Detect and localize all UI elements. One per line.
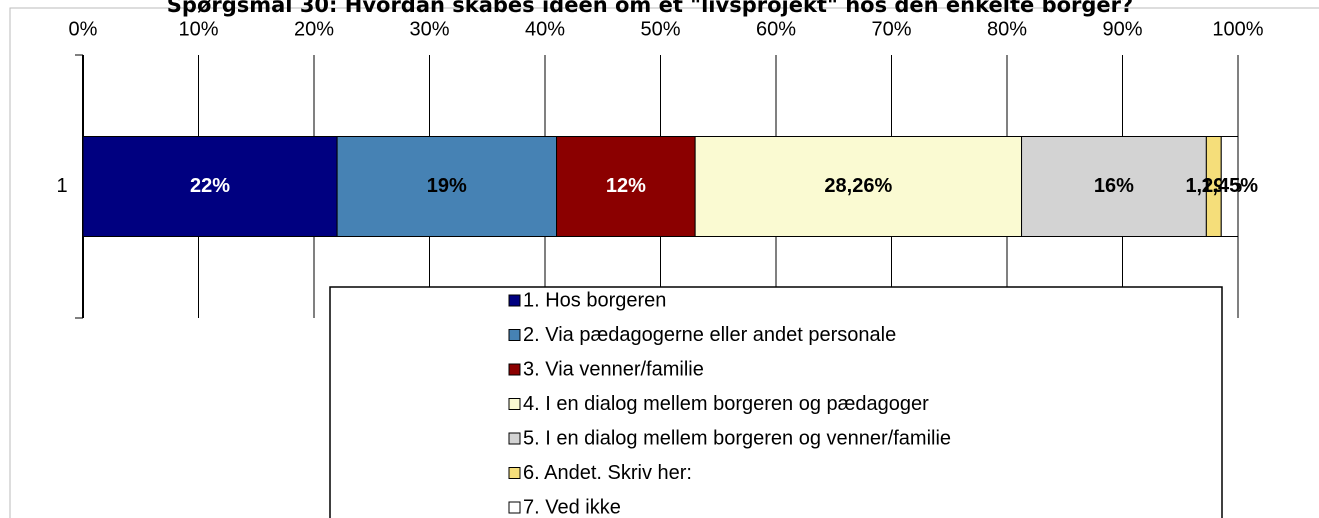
legend-box [329,286,1223,518]
x-tick-label: 40% [525,18,565,40]
data-label: 1,45% [1201,175,1258,197]
legend-swatch [508,467,521,479]
legend: 1. Hos borgeren 2. Via pædagogerne eller … [329,286,1223,518]
legend-label: 7. Ved ikke [523,496,621,518]
data-label: 22% [190,175,230,197]
legend-label: 5. I en dialog mellem borgeren og venner… [523,427,951,449]
bar-segment [556,136,696,237]
bar-segment [82,136,338,237]
x-tick-label: 30% [409,18,449,40]
x-tick-label: 10% [178,18,218,40]
x-tick-label: 70% [871,18,911,40]
legend-swatch [508,398,521,410]
bar-segment [1220,136,1239,237]
bar-segment [1021,136,1207,237]
data-label: 28,26% [824,175,892,197]
x-tick-label: 20% [294,18,334,40]
legend-swatch [508,432,521,445]
legend-swatch [508,294,521,307]
legend-label: 4. I en dialog mellem borgeren og pædago… [523,393,929,415]
legend-label: 6. Andet. Skriv her: [523,462,692,484]
legend-label: 2. Via pædagogerne eller andet personale [523,324,896,346]
legend-label: 1. Hos borgeren [523,289,666,311]
x-tick-label: 80% [987,18,1027,40]
x-tick-label: 100% [1212,18,1263,40]
legend-swatch [508,501,521,514]
y-tick-label: 1 [56,175,67,197]
x-tick-label: 90% [1102,18,1142,40]
x-tick-label: 50% [640,18,680,40]
bar-segment [694,136,1023,237]
chart-title: Spørgsmål 30: Hvordan skabes ideen om et… [167,0,1133,17]
data-label: 12% [606,175,646,197]
bar-segment [336,136,558,237]
data-label: 16% [1094,175,1134,197]
legend-label: 3. Via venner/familie [523,358,704,380]
legend-swatch [508,363,521,376]
legend-swatch [508,329,521,341]
data-label: 19% [427,175,467,197]
x-tick-label: 60% [756,18,796,40]
x-tick-label: 0% [69,18,98,40]
